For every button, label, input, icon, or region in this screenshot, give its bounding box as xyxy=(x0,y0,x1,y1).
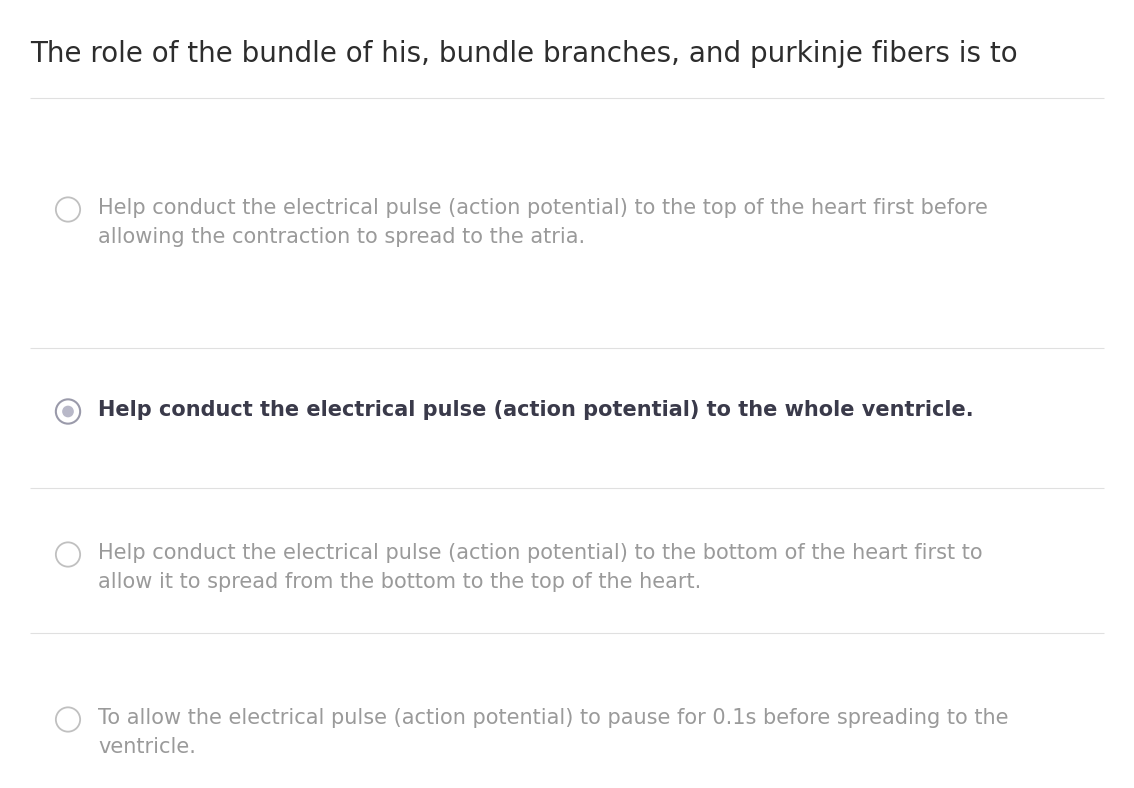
Text: Help conduct the electrical pulse (action potential) to the bottom of the heart : Help conduct the electrical pulse (actio… xyxy=(98,543,983,592)
Circle shape xyxy=(62,406,74,418)
Text: To allow the electrical pulse (action potential) to pause for 0.1s before spread: To allow the electrical pulse (action po… xyxy=(98,708,1008,756)
Text: Help conduct the electrical pulse (action potential) to the whole ventricle.: Help conduct the electrical pulse (actio… xyxy=(98,400,974,420)
Text: The role of the bundle of his, bundle branches, and purkinje fibers is to: The role of the bundle of his, bundle br… xyxy=(29,40,1017,68)
Text: Help conduct the electrical pulse (action potential) to the top of the heart fir: Help conduct the electrical pulse (actio… xyxy=(98,198,988,247)
